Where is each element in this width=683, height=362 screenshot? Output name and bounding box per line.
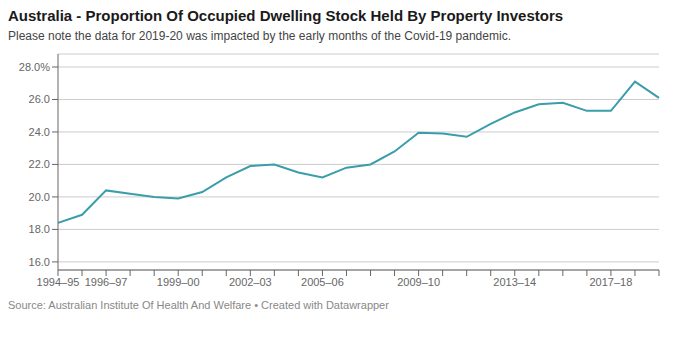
- svg-text:20.0: 20.0: [29, 191, 50, 203]
- svg-text:2017–18: 2017–18: [590, 276, 633, 288]
- svg-text:2013–14: 2013–14: [493, 276, 536, 288]
- svg-text:1996–97: 1996–97: [85, 276, 128, 288]
- html-text:Source: Australian Institute O: Source: Australian Institute Of Health A…: [8, 299, 389, 311]
- svg-text:18.0: 18.0: [29, 223, 50, 235]
- svg-text:24.0: 24.0: [29, 126, 50, 138]
- svg-text:2009–10: 2009–10: [397, 276, 440, 288]
- svg-text:28.0%: 28.0%: [19, 61, 50, 73]
- svg-text:22.0: 22.0: [29, 158, 50, 170]
- svg-text:26.0: 26.0: [29, 93, 50, 105]
- html-text:Please note the data for 2019-: Please note the data for 2019-20 was imp…: [8, 29, 511, 43]
- svg-text:1999–00: 1999–00: [157, 276, 200, 288]
- svg-text:16.0: 16.0: [29, 256, 50, 268]
- html-text:Australia - Proportion Of Occu: Australia - Proportion Of Occupied Dwell…: [8, 7, 564, 24]
- svg-text:2002–03: 2002–03: [229, 276, 272, 288]
- svg-text:2005–06: 2005–06: [301, 276, 344, 288]
- svg-text:1994–95: 1994–95: [37, 276, 80, 288]
